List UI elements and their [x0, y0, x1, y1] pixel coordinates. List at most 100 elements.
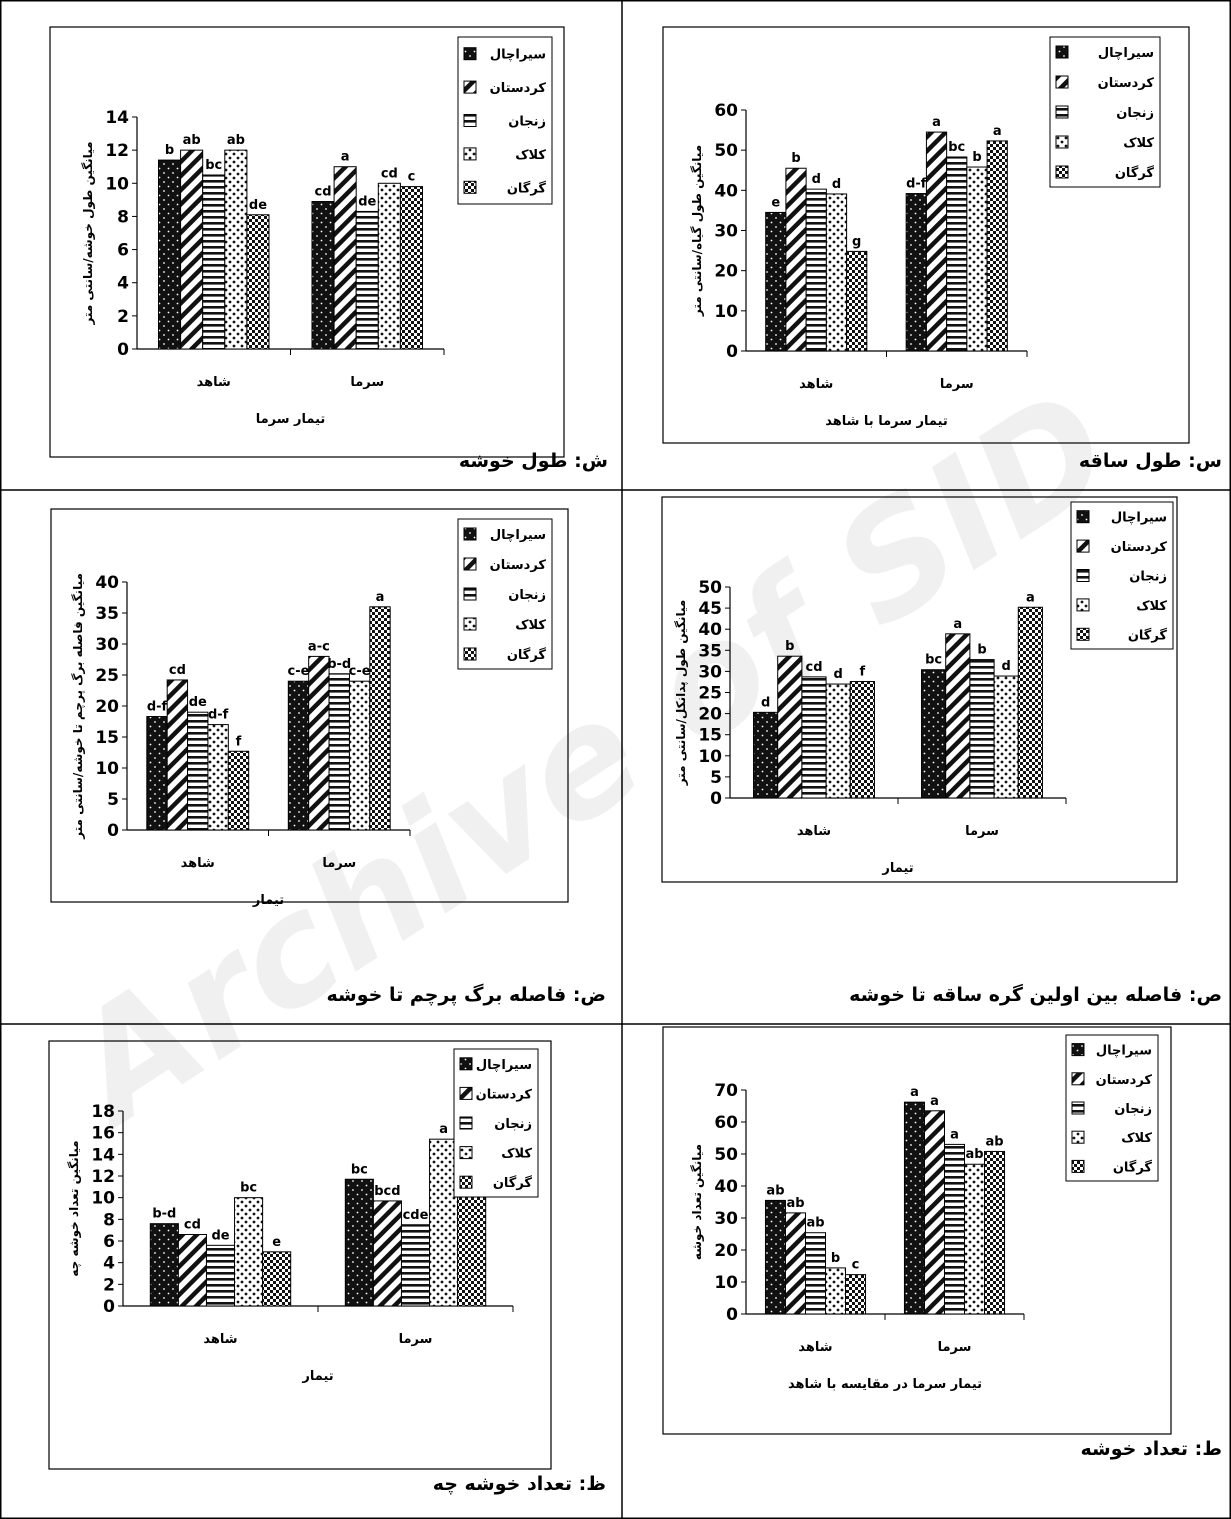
x-tick-label: سرما: [322, 856, 356, 871]
chart-panel: 0510152025303540شاهدd-fcdded-ffسرماc-ea-…: [50, 508, 606, 1006]
bar: [986, 140, 1008, 352]
significance-label: d: [834, 667, 843, 682]
bar: [845, 1274, 867, 1315]
y-tick-label: 14: [91, 1145, 115, 1165]
bar: [764, 1199, 786, 1315]
significance-label: a: [950, 1127, 959, 1142]
bar: [355, 210, 379, 350]
y-axis-title: میانگین فاصله برگ پرچم تا خوشه/سانتی متر: [70, 573, 86, 840]
significance-label: e: [272, 1235, 281, 1250]
y-tick-label: 18: [91, 1102, 115, 1122]
legend-swatch: [463, 80, 477, 94]
y-tick-label: 30: [698, 662, 722, 682]
bar: [784, 1212, 806, 1315]
legend-label: کردستان: [1111, 540, 1168, 555]
bar: [262, 1251, 292, 1307]
bar: [308, 655, 330, 831]
legend-label: کلاک: [1136, 599, 1167, 614]
x-axis-title: تیمار: [881, 861, 913, 876]
significance-label: ab: [806, 1216, 824, 1231]
significance-label: b-d: [327, 657, 351, 672]
bar: [804, 1232, 827, 1315]
significance-label: c-e: [349, 664, 371, 679]
significance-label: ab: [786, 1196, 804, 1211]
y-tick-label: 25: [698, 684, 722, 704]
bar: [801, 676, 827, 799]
chart-frame: [49, 26, 565, 458]
panel-caption: ط: تعداد خوشه: [1081, 1438, 1222, 1460]
significance-label: ab: [227, 133, 245, 148]
y-tick-label: 4: [117, 274, 129, 294]
y-tick-label: 15: [698, 726, 722, 746]
bar: [227, 750, 250, 831]
y-tick-label: 60: [714, 1113, 738, 1133]
panel-caption: ش: طول خوشه: [459, 450, 608, 472]
significance-label: a: [341, 150, 350, 165]
bar: [846, 250, 868, 352]
y-tick-label: 4: [103, 1254, 115, 1274]
bar: [825, 683, 851, 799]
significance-label: bc: [240, 1181, 257, 1196]
bar: [344, 1178, 374, 1307]
bar: [966, 166, 988, 352]
significance-label: d: [812, 172, 821, 187]
y-tick-label: 70: [714, 1081, 738, 1101]
y-tick-label: 35: [698, 641, 722, 661]
y-tick-label: 12: [105, 141, 129, 161]
bar: [328, 673, 350, 831]
x-tick-label: شاهد: [203, 1332, 237, 1347]
legend-swatch: [1071, 1130, 1085, 1144]
significance-label: c: [852, 1258, 860, 1273]
legend-label: کلاک: [515, 148, 546, 163]
x-axis-title: تیمار سرما در مقایسه با شاهد: [788, 1377, 982, 1392]
legend-swatch: [463, 557, 477, 571]
legend-swatch: [463, 147, 477, 161]
significance-label: bc: [948, 140, 965, 155]
chart-frame: [661, 496, 1178, 883]
legend-swatch: [1076, 569, 1090, 582]
significance-label: cd: [184, 1218, 201, 1233]
bar: [923, 1110, 945, 1315]
y-tick-label: 15: [95, 728, 119, 748]
panel-caption: س: طول ساقه: [1079, 450, 1222, 472]
significance-label: b: [165, 143, 174, 158]
y-tick-label: 30: [714, 1209, 738, 1229]
x-axis-title: تیمار: [252, 893, 284, 908]
chart-frame: [48, 1040, 552, 1470]
legend-label: کردستان: [1098, 76, 1155, 91]
x-tick-label: سرما: [965, 824, 999, 839]
legend-label: کلاک: [1121, 1131, 1152, 1146]
legend-swatch: [1055, 135, 1069, 149]
legend-label: کردستان: [476, 1087, 533, 1102]
y-tick-label: 40: [714, 1177, 738, 1197]
significance-label: a: [953, 617, 962, 632]
significance-label: a: [1026, 590, 1035, 605]
legend-label: گرگان: [1113, 1159, 1153, 1175]
significance-label: a: [993, 124, 1002, 139]
y-tick-label: 45: [698, 599, 722, 619]
bar: [369, 606, 391, 831]
legend-label: گرگان: [507, 647, 547, 663]
significance-label: ab: [183, 133, 201, 148]
legend-label: گرگان: [493, 1175, 533, 1191]
y-tick-label: 0: [726, 342, 738, 362]
panel-caption: ض: فاصله برگ پرچم تا خوشه: [327, 983, 606, 1006]
chart-panel: 024681012141618شاهدb-dcddebceسرماbcbcdcd…: [48, 1040, 606, 1495]
legend-swatch: [1076, 510, 1090, 524]
y-axis-title: میانگین طول خوشه/سانتی متر: [81, 141, 96, 325]
legend-label: زنجان: [1129, 570, 1167, 585]
significance-label: g: [852, 234, 861, 249]
bar: [177, 1234, 207, 1307]
significance-label: a: [932, 115, 941, 130]
bar: [903, 1101, 925, 1315]
y-tick-label: 0: [117, 340, 129, 360]
y-tick-label: 35: [95, 604, 119, 624]
legend-label: کردستان: [1096, 1073, 1153, 1088]
bar: [825, 193, 848, 352]
legend-swatch: [463, 587, 477, 601]
y-tick-label: 25: [95, 666, 119, 686]
significance-label: ab: [985, 1134, 1003, 1149]
